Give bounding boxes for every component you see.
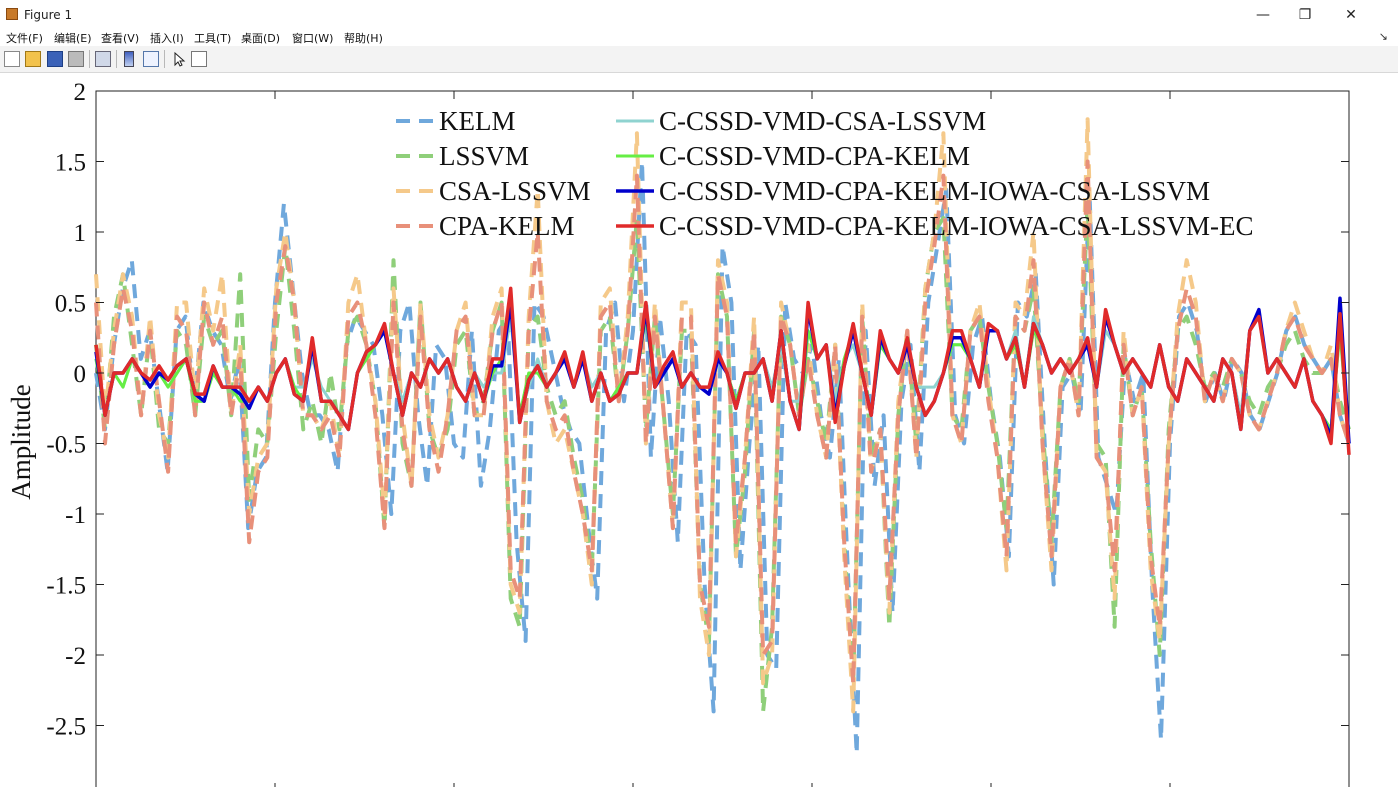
menu-bar: 文件(F) 编辑(E) 查看(V) 插入(I) 工具(T) 桌面(D) 窗口(W… (0, 28, 1398, 46)
colorbar-icon[interactable] (124, 51, 134, 67)
toolbar (0, 46, 1398, 73)
legend-label: CPA-KELM (439, 211, 575, 241)
y-tick-label: 1.5 (55, 150, 86, 177)
series-line-3 (94, 159, 1351, 686)
menu-file[interactable]: 文件(F) (6, 32, 43, 45)
menu-view[interactable]: 查看(V) (101, 32, 140, 45)
y-axis-ticks: 2 1.5 1 0.5 0 -0.5 -1 -1.5 -2 -2.5 (46, 79, 1349, 741)
property-inspector-icon[interactable] (191, 51, 207, 67)
y-tick-label: -1 (65, 502, 86, 529)
y-tick-label: 0.5 (55, 291, 86, 318)
legend-label: KELM (439, 106, 516, 136)
y-tick-label: -2 (65, 643, 86, 670)
legend-icon[interactable] (143, 51, 159, 67)
window-title: Figure 1 (24, 8, 73, 22)
y-tick-label: 0 (74, 361, 87, 388)
line-chart: 2 1.5 1 0.5 0 -0.5 -1 -1.5 -2 -2.5 Amplitude KELM… (6, 79, 1351, 787)
toolbar-separator (164, 50, 165, 68)
minimize-button[interactable]: — (1256, 7, 1270, 23)
legend-label: C-CSSD-VMD-CPA-KELM-IOWA-CSA-LSSVM-EC (659, 211, 1254, 241)
y-tick-label: -1.5 (46, 573, 86, 600)
figure-canvas: 2 1.5 1 0.5 0 -0.5 -1 -1.5 -2 -2.5 Amplitude KELM… (0, 73, 1398, 787)
title-bar: Figure 1 — ❐ ✕ (0, 0, 1398, 30)
x-axis-ticks (274, 91, 1171, 787)
save-icon[interactable] (47, 51, 63, 67)
print-icon[interactable] (68, 51, 84, 67)
y-tick-label: 1 (74, 220, 87, 247)
legend-label: C-CSSD-VMD-CPA-KELM (659, 141, 970, 171)
legend-label: LSSVM (439, 141, 529, 171)
y-axis-label: Amplitude (6, 384, 36, 500)
pointer-icon[interactable] (171, 51, 187, 67)
menu-window[interactable]: 窗口(W) (292, 32, 334, 45)
toolbar-separator (89, 50, 90, 68)
close-button[interactable]: ✕ (1345, 7, 1357, 23)
y-tick-label: -0.5 (46, 432, 86, 459)
legend-label: CSA-LSSVM (439, 176, 591, 206)
toolbar-separator (116, 50, 117, 68)
legend-label: C-CSSD-VMD-CPA-KELM-IOWA-CSA-LSSVM (659, 176, 1210, 206)
y-tick-label: 2 (74, 79, 87, 106)
series-layer (94, 117, 1351, 756)
menu-insert[interactable]: 插入(I) (150, 32, 184, 45)
menu-edit[interactable]: 编辑(E) (54, 32, 92, 45)
maximize-button[interactable]: ❐ (1298, 7, 1312, 23)
link-plot-icon[interactable] (95, 51, 111, 67)
dock-figure-icon[interactable]: ↘ (1378, 31, 1388, 43)
open-file-icon[interactable] (25, 51, 41, 67)
menu-help[interactable]: 帮助(H) (344, 32, 383, 45)
new-figure-icon[interactable] (4, 51, 20, 67)
menu-desktop[interactable]: 桌面(D) (241, 32, 281, 45)
legend[interactable]: KELM LSSVM CSA-LSSVM CPA-KELM C-CSSD-VMD-CSA… (396, 106, 1254, 241)
menu-tools[interactable]: 工具(T) (194, 32, 232, 45)
matlab-app-icon (6, 8, 18, 20)
y-tick-label: -2.5 (46, 714, 86, 741)
series-line-7 (94, 286, 1351, 455)
axes-box (95, 90, 1350, 787)
legend-label: C-CSSD-VMD-CSA-LSSVM (659, 106, 986, 136)
series-line-0 (94, 159, 1351, 756)
